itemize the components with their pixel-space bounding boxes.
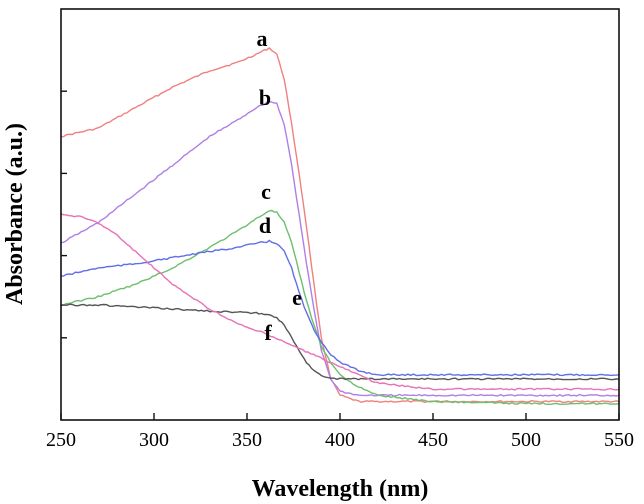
series-line-e <box>60 303 620 381</box>
series-line-a <box>60 47 620 403</box>
series-labels: a b cd ef <box>257 26 303 345</box>
series-line-d <box>60 239 620 377</box>
series-label-a: a <box>257 26 268 51</box>
x-tick-label-400: 400 <box>325 429 355 451</box>
x-tick-label-250: 250 <box>46 429 76 451</box>
y-axis-title: Absorbance (a.u.) <box>2 123 28 305</box>
y-axis-ticks <box>61 90 67 339</box>
series-layer <box>60 47 620 406</box>
series-line-f <box>60 213 620 391</box>
x-axis-ticks: 250 300 350 400 450 500 550 <box>46 413 634 451</box>
plot-frame <box>60 8 620 421</box>
series-label-f: f <box>264 320 272 345</box>
series-line-b <box>60 100 620 397</box>
x-axis-title: Wavelength (nm) <box>252 476 429 502</box>
x-tick-label-350: 350 <box>232 429 262 451</box>
series-label-d: d <box>259 213 271 238</box>
series-label-b: b <box>259 85 271 110</box>
x-tick-label-550: 550 <box>604 429 634 451</box>
series-label-e: e <box>292 285 302 310</box>
x-tick-label-450: 450 <box>418 429 448 451</box>
series-label-c: c <box>261 179 271 204</box>
x-tick-label-500: 500 <box>511 429 541 451</box>
series-line-c <box>60 209 620 406</box>
x-tick-label-300: 300 <box>139 429 169 451</box>
